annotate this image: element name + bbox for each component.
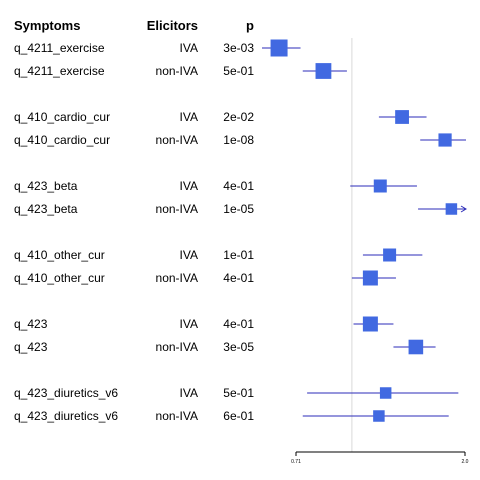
row-p-value: 4e-01 — [223, 271, 254, 285]
estimate-marker — [362, 316, 378, 332]
estimate-marker — [362, 270, 378, 286]
row-symptom-label: q_423_beta — [14, 202, 78, 216]
header-elicitors: Elicitors — [147, 18, 198, 33]
row-symptom-label: q_423 — [14, 340, 48, 354]
row-elicitor-label: non-IVA — [156, 133, 198, 147]
header-p: p — [246, 18, 254, 33]
row-p-value: 6e-01 — [223, 409, 254, 423]
estimate-marker — [395, 110, 409, 124]
forest-plot-area: 0.71 2.0 — [262, 38, 469, 465]
estimate-marker — [373, 179, 387, 193]
row-p-value: 3e-03 — [223, 41, 254, 55]
estimate-marker — [373, 410, 385, 422]
row-p-value: 4e-01 — [223, 179, 254, 193]
row-elicitor-label: IVA — [180, 41, 198, 55]
table-rows: q_4211_exercise IVA 3e-03q_4211_exercise no… — [14, 41, 254, 423]
row-p-value: 5e-01 — [223, 386, 254, 400]
row-p-value: 1e-08 — [223, 133, 254, 147]
row-p-value: 2e-02 — [223, 110, 254, 124]
row-symptom-label: q_410_cardio_cur — [14, 110, 110, 124]
row-elicitor-label: IVA — [180, 179, 198, 193]
header-symptoms: Symptoms — [14, 18, 80, 33]
estimate-marker — [438, 133, 452, 147]
row-elicitor-label: IVA — [180, 110, 198, 124]
row-elicitor-label: non-IVA — [156, 271, 198, 285]
row-symptom-label: q_423_diuretics_v6 — [14, 386, 118, 400]
row-symptom-label: q_410_other_cur — [14, 271, 105, 285]
row-elicitor-label: non-IVA — [156, 64, 198, 78]
row-elicitor-label: non-IVA — [156, 340, 198, 354]
row-symptom-label: q_4211_exercise — [14, 41, 105, 55]
x-tick-label: 2.0 — [462, 459, 469, 465]
row-p-value: 4e-01 — [223, 317, 254, 331]
row-symptom-label: q_423 — [14, 317, 48, 331]
row-elicitor-label: IVA — [180, 248, 198, 262]
x-tick-label: 0.71 — [291, 459, 301, 465]
row-elicitor-label: non-IVA — [156, 202, 198, 216]
row-elicitor-label: IVA — [180, 317, 198, 331]
row-symptom-label: q_4211_exercise — [14, 64, 105, 78]
row-symptom-label: q_423_diuretics_v6 — [14, 409, 118, 423]
estimate-marker — [270, 39, 288, 57]
row-p-value: 5e-01 — [223, 64, 254, 78]
row-elicitor-label: non-IVA — [156, 409, 198, 423]
estimate-marker — [445, 203, 458, 215]
estimate-marker — [383, 248, 397, 262]
estimate-marker — [379, 387, 392, 399]
estimate-marker — [408, 339, 424, 355]
row-symptom-label: q_410_other_cur — [14, 248, 105, 262]
row-elicitor-label: IVA — [180, 386, 198, 400]
row-symptom-label: q_410_cardio_cur — [14, 133, 110, 147]
estimate-marker — [315, 63, 332, 79]
row-p-value: 1e-05 — [223, 202, 254, 216]
row-p-value: 3e-05 — [223, 340, 254, 354]
row-p-value: 1e-01 — [223, 248, 254, 262]
row-symptom-label: q_423_beta — [14, 179, 78, 193]
ci-arrow-icon — [460, 205, 467, 213]
